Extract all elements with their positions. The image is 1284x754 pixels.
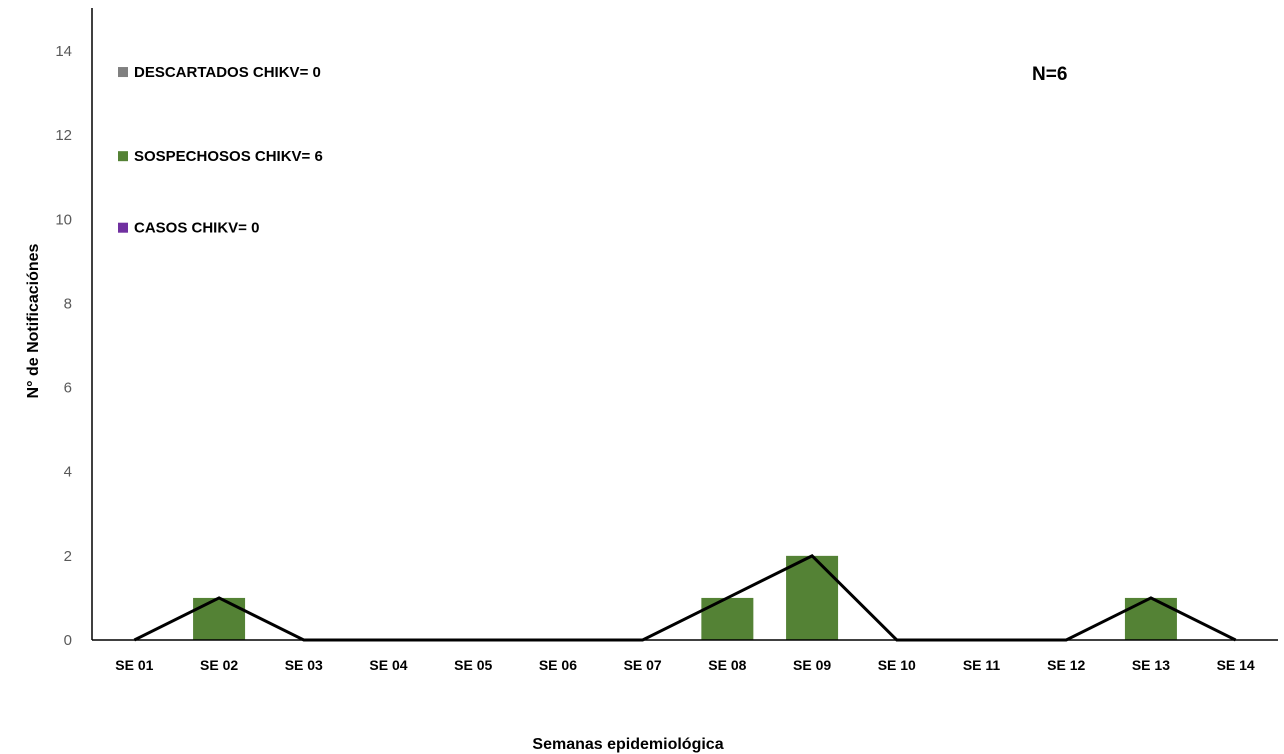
legend-label: SOSPECHOSOS CHIKV= 6 [134,148,323,165]
x-tick-label: SE 11 [963,657,1001,673]
legend-swatch [118,151,128,162]
bar [786,555,839,640]
y-tick-label: 14 [55,43,72,60]
axes [91,8,1278,641]
x-tick-label: SE 02 [200,657,238,673]
y-axis-title: N° de Notificaciónes [25,243,42,398]
x-tick-label: SE 06 [539,657,577,673]
x-tick-label: SE 04 [369,657,407,673]
y-axis-ticks: 0 2 4 6 8 10 12 14 [55,43,72,649]
legend: DESCARTADOS CHIKV= 0 SOSPECHOSOS CHIKV= 6… [118,64,323,237]
legend-label: DESCARTADOS CHIKV= 0 [134,64,321,81]
x-tick-label: SE 14 [1217,657,1255,673]
y-tick-label: 12 [55,127,72,144]
x-tick-label: SE 03 [285,657,323,673]
bar [1124,597,1177,640]
y-tick-label: 0 [64,632,72,649]
bar [701,597,754,640]
x-tick-label: SE 13 [1132,657,1170,673]
x-tick-label: SE 10 [878,657,916,673]
x-tick-label: SE 09 [793,657,831,673]
y-tick-label: 6 [64,380,72,397]
legend-swatch [118,67,128,78]
bar [193,597,246,640]
legend-label: CASOS CHIKV= 0 [134,220,259,237]
y-tick-label: 10 [55,211,72,228]
x-tick-label: SE 01 [115,657,153,673]
bars-group [193,555,1177,640]
x-tick-label: SE 12 [1047,657,1085,673]
trend-line [133,554,1237,642]
x-axis-ticks: SE 01 SE 02 SE 03 SE 04 SE 05 SE 06 SE 07 SE 08… [115,657,1255,673]
n-annotation: N=6 [1032,64,1067,85]
line-group [133,554,1237,642]
y-tick-label: 2 [64,548,72,565]
x-tick-label: SE 05 [454,657,492,673]
x-tick-label: SE 07 [624,657,662,673]
y-tick-label: 8 [64,295,72,312]
x-axis-title: Semanas epidemiológica [532,736,723,753]
x-tick-label: SE 08 [708,657,746,673]
y-tick-label: 4 [64,464,72,481]
legend-swatch [118,222,128,233]
